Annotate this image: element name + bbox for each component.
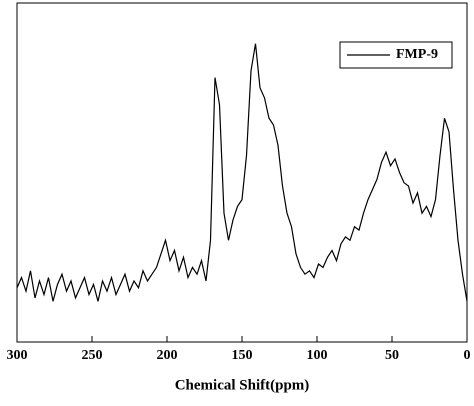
legend-label: FMP-9 [396, 47, 438, 62]
x-tick-label: 150 [232, 348, 253, 363]
x-tick-label: 100 [307, 348, 328, 363]
x-axis-label: Chemical Shift(ppm) [175, 377, 310, 393]
x-tick-label: 0 [464, 348, 471, 363]
spectrum-line [16, 43, 468, 302]
x-tick-label: 50 [385, 348, 399, 363]
x-tick-label: 200 [157, 348, 178, 363]
x-tick-label: 250 [82, 348, 103, 363]
x-tick-label: 300 [7, 348, 28, 363]
